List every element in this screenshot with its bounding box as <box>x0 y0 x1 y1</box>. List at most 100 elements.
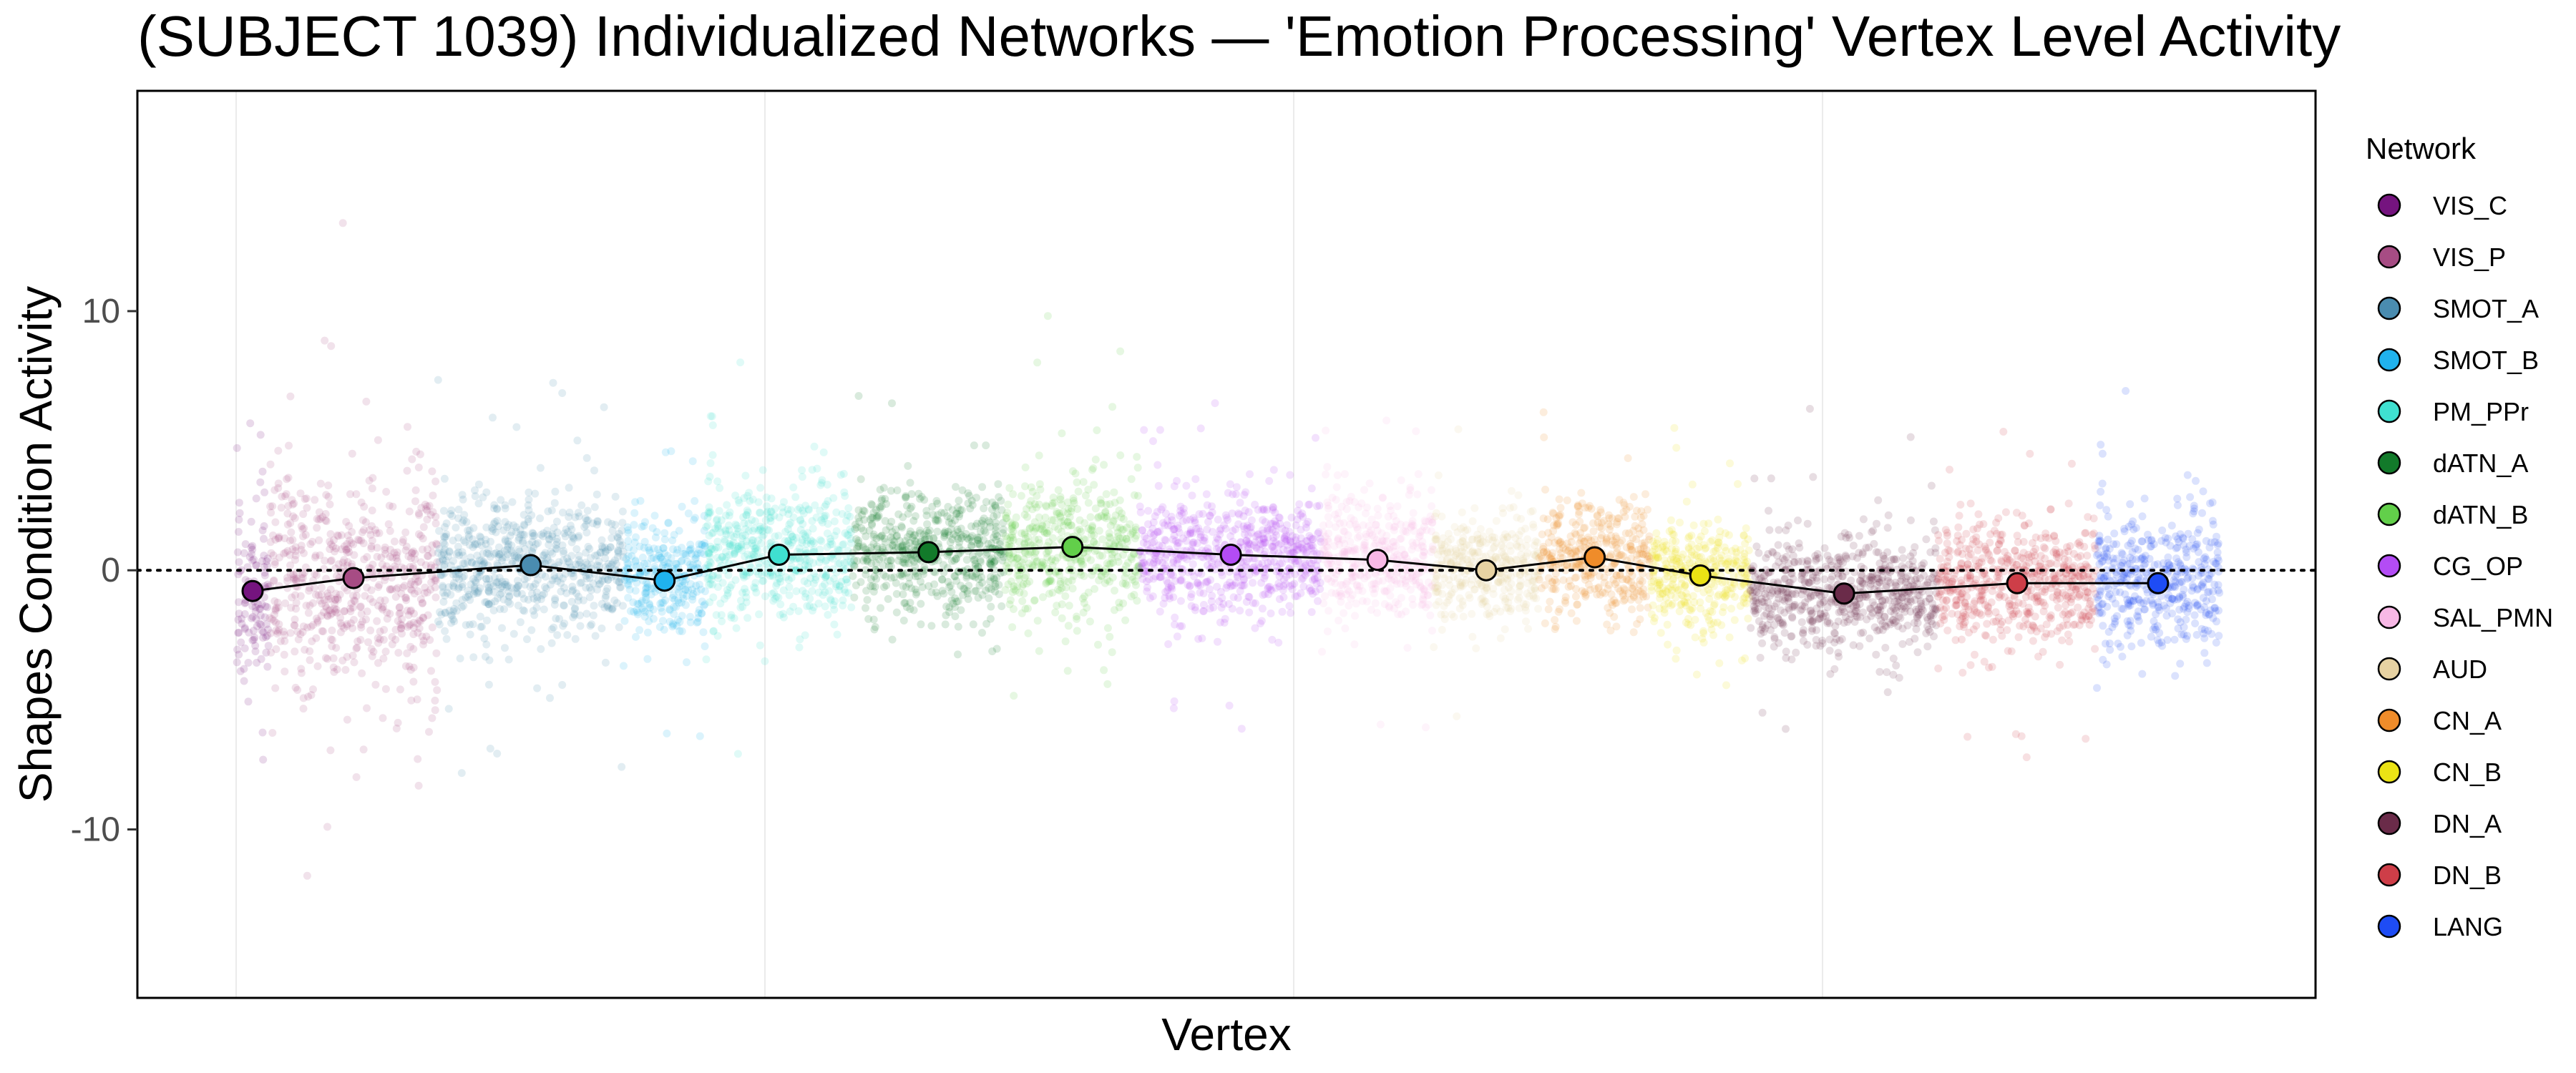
data-point <box>798 466 806 474</box>
data-point <box>567 538 576 547</box>
data-point <box>1176 506 1185 515</box>
data-point <box>301 645 309 654</box>
data-point <box>462 593 470 602</box>
data-point <box>523 635 531 644</box>
data-point <box>459 516 468 524</box>
data-point <box>1174 521 1182 530</box>
data-point <box>617 583 625 592</box>
data-point <box>1382 416 1391 425</box>
data-point <box>604 576 613 584</box>
data-point <box>296 592 305 600</box>
data-point <box>459 495 467 504</box>
data-point <box>1450 612 1458 621</box>
data-point <box>274 446 283 455</box>
data-point <box>235 609 243 618</box>
data-point <box>297 546 306 554</box>
data-point <box>378 604 386 612</box>
data-point <box>1327 577 1336 586</box>
data-point <box>596 548 605 557</box>
data-point <box>300 549 308 557</box>
data-point <box>1282 572 1291 581</box>
data-point <box>484 600 493 608</box>
data-point <box>311 591 320 599</box>
data-point <box>326 557 335 565</box>
data-point <box>240 610 249 618</box>
data-point <box>349 540 358 549</box>
data-point <box>1132 531 1141 540</box>
data-point <box>413 695 421 704</box>
data-point <box>331 547 338 556</box>
data-point <box>400 564 409 573</box>
data-point <box>1318 647 1326 656</box>
data-point <box>445 607 454 615</box>
data-point <box>1319 529 1327 536</box>
data-point <box>688 457 697 466</box>
data-point <box>476 584 484 592</box>
data-point <box>1531 584 1539 592</box>
data-point <box>914 572 922 580</box>
data-point <box>1097 572 1106 580</box>
data-point <box>938 575 947 584</box>
data-point <box>1321 592 1329 600</box>
data-point <box>343 652 351 661</box>
data-point <box>553 631 562 640</box>
data-point <box>267 549 275 557</box>
data-point <box>381 549 389 558</box>
data-point <box>501 501 509 509</box>
data-point <box>629 598 638 607</box>
data-point <box>1188 491 1196 500</box>
data-point <box>571 604 580 612</box>
data-point <box>414 577 423 585</box>
data-point <box>1115 506 1123 515</box>
data-point <box>540 529 548 537</box>
data-point <box>1069 496 1078 505</box>
data-point <box>1178 622 1186 630</box>
data-point <box>1619 499 1628 507</box>
data-point <box>658 598 666 607</box>
data-point <box>452 549 461 558</box>
data-point <box>507 542 516 549</box>
data-point <box>716 484 724 492</box>
data-point <box>431 576 439 584</box>
data-point <box>817 554 826 563</box>
data-point <box>402 594 410 602</box>
data-point <box>613 576 621 584</box>
data-point <box>1482 539 1491 547</box>
data-point <box>292 599 301 607</box>
data-point <box>630 607 638 616</box>
data-point <box>248 614 255 622</box>
data-point <box>586 622 595 630</box>
data-point <box>595 580 603 589</box>
data-point <box>573 436 582 445</box>
data-point <box>1170 697 1179 705</box>
data-point <box>423 588 431 597</box>
data-point <box>367 544 376 553</box>
data-point <box>394 718 402 727</box>
data-point <box>917 620 925 629</box>
data-point <box>986 614 995 623</box>
data-point <box>406 580 415 589</box>
data-point <box>689 589 698 598</box>
series-points-smot-a <box>434 376 628 778</box>
data-point <box>526 582 535 591</box>
data-point <box>669 591 678 599</box>
data-point <box>1009 605 1018 613</box>
data-point <box>440 474 449 483</box>
data-point <box>552 517 561 526</box>
data-point <box>575 560 583 569</box>
data-point <box>675 627 684 635</box>
data-point <box>468 535 477 544</box>
data-point <box>1189 540 1197 549</box>
data-point <box>1028 488 1037 496</box>
data-point <box>401 546 410 554</box>
data-point <box>475 532 484 541</box>
data-point <box>331 607 339 616</box>
data-point <box>244 659 253 667</box>
data-point <box>1196 527 1204 536</box>
data-point <box>296 630 305 639</box>
data-point <box>482 523 491 531</box>
data-point <box>524 595 532 604</box>
data-point <box>524 517 532 526</box>
data-point <box>1319 599 1328 607</box>
data-point <box>1169 704 1178 712</box>
